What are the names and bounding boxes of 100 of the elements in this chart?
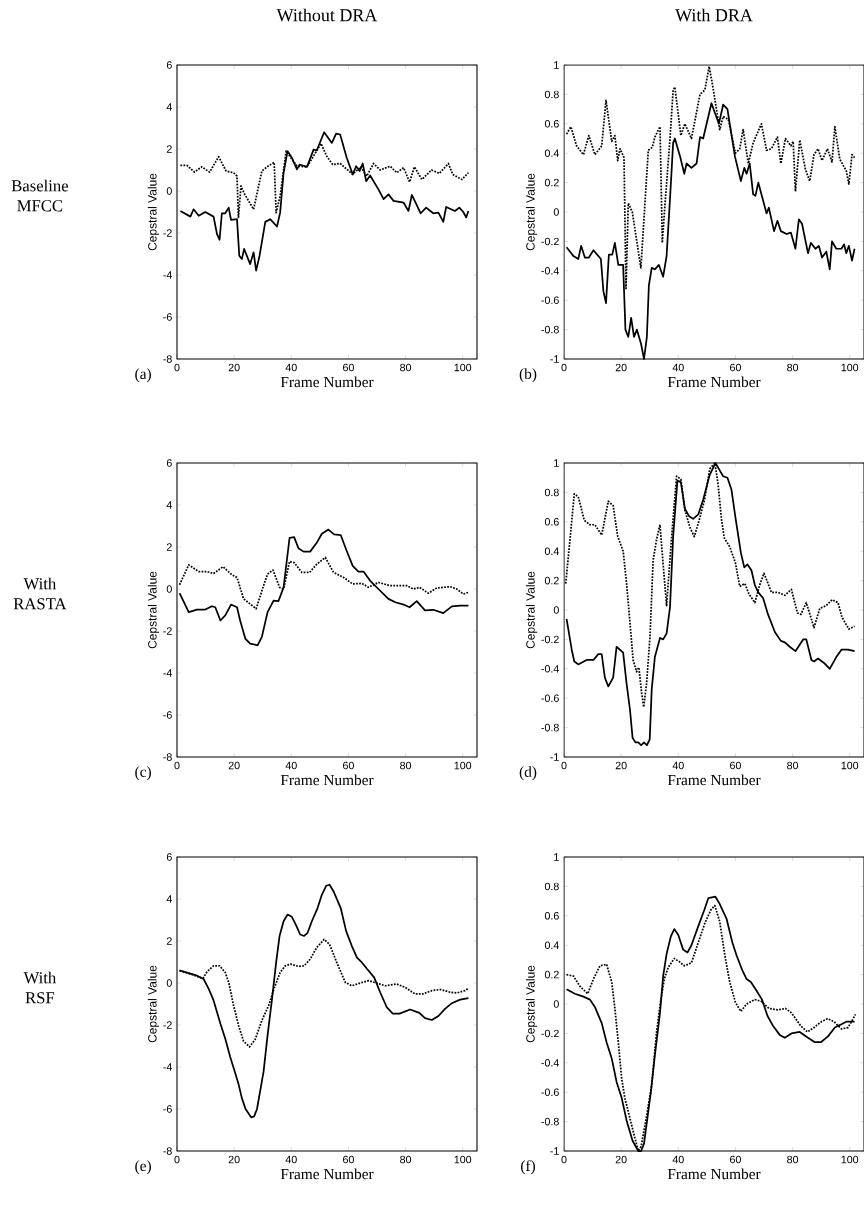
y-tick-label: 0 [166, 187, 172, 195]
y-tick-label: 2 [166, 937, 172, 945]
y-tick-label: -4 [163, 271, 172, 279]
text: (e) [135, 1160, 151, 1175]
line-series [179, 131, 470, 272]
y-tick-label: 0 [553, 1000, 559, 1008]
x-tick-label: 100 [454, 761, 472, 770]
x-tick-label: 20 [228, 761, 240, 770]
x-tick-label: 60 [730, 1155, 741, 1164]
x-tick-label: 60 [730, 761, 741, 770]
x-tick-label: 0 [174, 761, 180, 770]
y-tick-label: 2 [166, 145, 172, 153]
y-tick-label: -2 [163, 1021, 172, 1029]
y-tick-label: -1 [550, 753, 559, 761]
x-tick-label: 20 [615, 1155, 627, 1164]
x-axis-title: Frame Number [280, 1168, 374, 1180]
x-tick-label: 40 [672, 1155, 684, 1164]
y-tick-label: -1 [550, 355, 559, 363]
y-tick-label: -4 [163, 1063, 172, 1071]
y-axis-title: Cepstral Value [147, 571, 159, 649]
y-axis-title: Cepstral Value [525, 173, 538, 251]
y-tick-label: 0.4 [544, 941, 559, 949]
x-tick-label: 60 [343, 1155, 354, 1164]
y-tick-label: -2 [163, 229, 172, 237]
x-tick-label: 20 [615, 761, 627, 770]
y-axis-title: Cepstral Value [147, 965, 159, 1043]
y-tick-label: 0.2 [544, 576, 559, 585]
y-tick-label: -6 [163, 711, 172, 719]
x-axis-title: Frame Number [667, 376, 761, 388]
y-tick-label: 4 [166, 501, 172, 509]
y-tick-label: -1 [550, 1147, 559, 1155]
x-tick-label: 20 [228, 363, 240, 372]
y-tick-label: 1 [554, 61, 559, 69]
x-tick-label: 100 [841, 1155, 859, 1164]
y-tick-label: -6 [163, 313, 172, 321]
x-tick-label: 0 [174, 1155, 180, 1164]
x-tick-label: 0 [561, 1155, 567, 1164]
text: With RASTA [13, 577, 67, 610]
x-tick-label: 80 [787, 363, 799, 372]
x-tick-label: 0 [174, 363, 180, 372]
x-tick-label: 40 [672, 761, 684, 770]
y-axis-title: Cepstral Value [525, 571, 538, 649]
y-tick-label: -0.8 [541, 1117, 559, 1126]
x-tick-label: 100 [454, 363, 472, 372]
y-tick-label: 0.4 [544, 149, 559, 157]
y-tick-label: 1 [554, 853, 559, 861]
y-tick-label: 1 [554, 459, 559, 467]
y-tick-label: -2 [163, 627, 172, 635]
y-tick-label: -0.8 [541, 325, 559, 334]
text: (c) [135, 766, 151, 781]
x-tick-label: 40 [285, 761, 297, 770]
y-tick-label: 0.6 [544, 518, 559, 526]
x-tick-label: 100 [841, 761, 859, 770]
y-tick-label: 4 [166, 895, 172, 903]
y-tick-label: 0.6 [544, 912, 559, 920]
x-tick-label: 60 [343, 761, 354, 770]
y-tick-label: 0.2 [544, 178, 559, 187]
y-tick-label: 0 [166, 585, 172, 593]
x-tick-label: 40 [285, 1155, 297, 1164]
x-tick-label: 0 [561, 363, 567, 372]
x-tick-label: 0 [561, 761, 567, 770]
y-tick-label: -8 [163, 1147, 172, 1155]
x-tick-label: 60 [343, 363, 354, 372]
y-tick-label: 0.6 [544, 120, 559, 128]
y-tick-label: -0.6 [541, 1088, 559, 1096]
y-tick-label: 0 [553, 208, 559, 216]
x-axis-title: Frame Number [280, 774, 374, 786]
y-tick-label: -8 [163, 355, 172, 363]
y-tick-label: -0.6 [541, 296, 559, 304]
y-tick-label: 0.8 [544, 882, 559, 891]
x-tick-label: 20 [615, 363, 627, 372]
x-axis-title: Frame Number [667, 774, 761, 786]
y-tick-label: 0.4 [544, 547, 559, 555]
text: (d) [519, 766, 537, 781]
chart-title: Without DRA [276, 8, 378, 22]
y-tick-label: 0 [553, 606, 559, 614]
chart-title: With DRA [675, 8, 753, 22]
x-tick-label: 100 [454, 1155, 472, 1164]
x-tick-label: 100 [841, 363, 859, 372]
y-tick-label: -0.8 [541, 723, 559, 732]
y-tick-label: -8 [163, 753, 172, 761]
y-tick-label: -0.6 [541, 694, 559, 702]
text: (b) [519, 368, 537, 383]
x-tick-label: 80 [787, 761, 799, 770]
y-tick-label: -0.4 [541, 1059, 559, 1067]
x-tick-label: 80 [400, 363, 412, 372]
y-tick-label: 2 [166, 543, 172, 551]
y-tick-label: 0 [166, 979, 172, 987]
y-tick-label: -4 [163, 669, 172, 677]
y-tick-label: -6 [163, 1105, 172, 1113]
text: Baseline MFCC [11, 179, 69, 212]
x-tick-label: 80 [787, 1155, 799, 1164]
text: With RSF [23, 971, 57, 1004]
y-axis-title: Cepstral Value [147, 173, 159, 251]
y-tick-label: -0.2 [541, 1029, 559, 1038]
x-tick-label: 20 [228, 1155, 240, 1164]
y-tick-label: 6 [166, 853, 172, 861]
y-axis-title: Cepstral Value [525, 965, 538, 1043]
y-tick-label: 0.8 [544, 488, 559, 497]
text: (a) [135, 368, 151, 383]
